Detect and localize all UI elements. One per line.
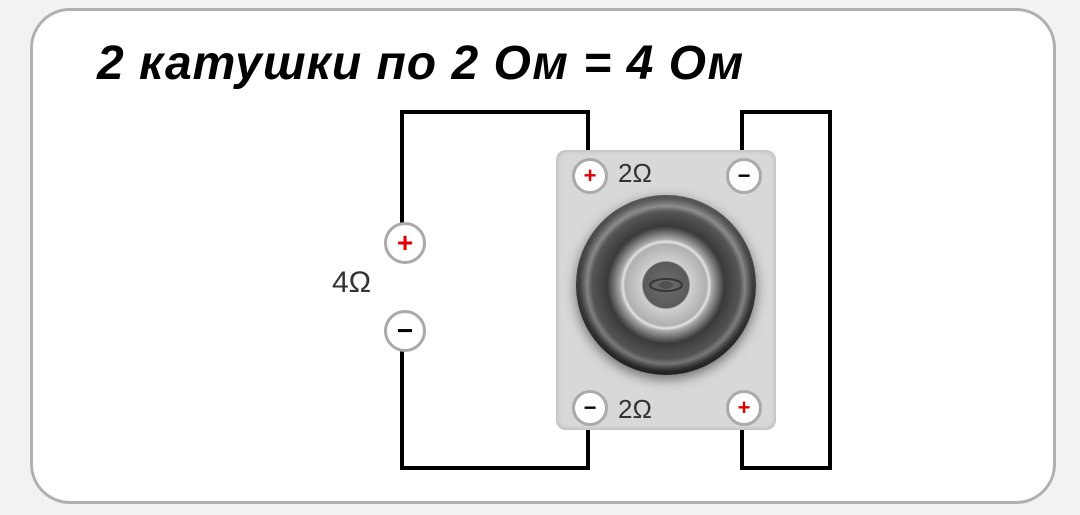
coil-bottom-impedance-label: 2Ω [618,394,652,425]
input-impedance-label: 4Ω [332,266,371,300]
input-minus-terminal: − [384,310,426,352]
coil-top-impedance-label: 2Ω [618,158,652,189]
wire [400,466,590,470]
speaker-logo-icon [648,273,684,297]
coil-bottom-plus-terminal: + [726,390,762,426]
wire [740,466,832,470]
input-plus-terminal: + [384,222,426,264]
diagram-title: 2 катушки по 2 Ом = 4 Ом [97,36,744,91]
wire [400,110,590,114]
wire [400,346,404,470]
wire [740,110,832,114]
diagram-frame: 2 катушки по 2 Ом = 4 Ом [30,8,1056,504]
coil-top-plus-terminal: + [572,158,608,194]
wire [400,110,404,224]
wire [828,110,832,470]
coil-top-minus-terminal: − [726,158,762,194]
coil-bottom-minus-terminal: − [572,390,608,426]
